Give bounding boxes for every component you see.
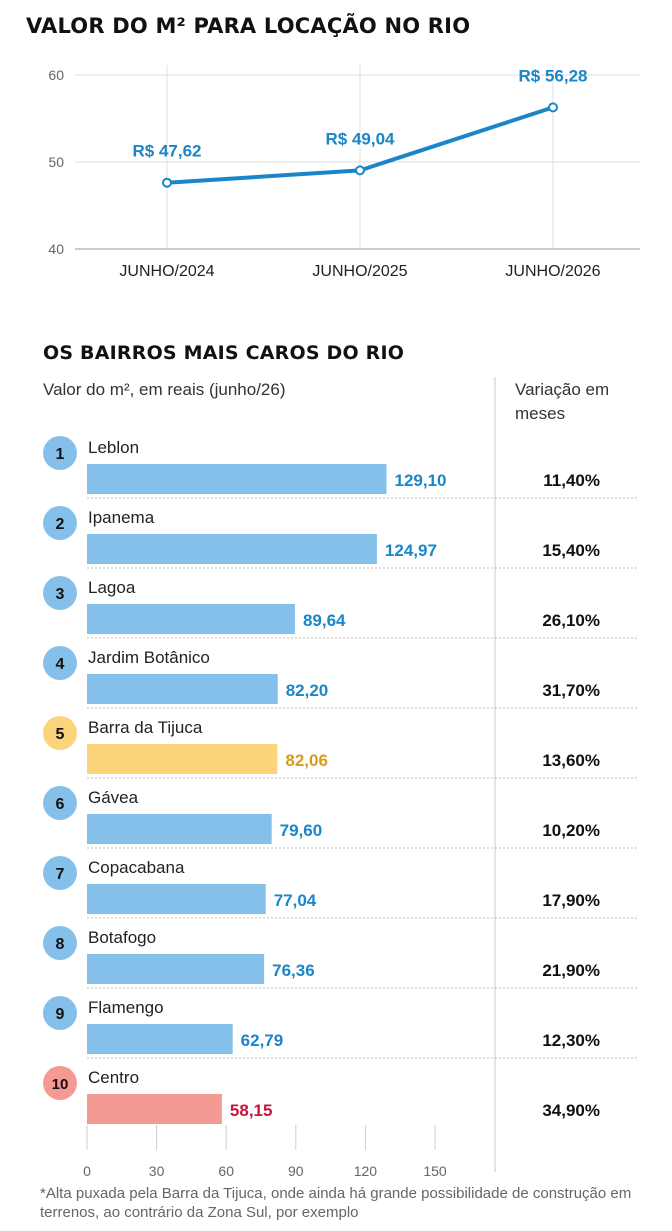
neighborhood-name: Jardim Botânico [88,648,210,667]
rank-circle [43,716,77,750]
x-tick-label: 90 [288,1163,304,1179]
x-tick-label: JUNHO/2025 [312,263,407,280]
variation-value: 11,40% [543,471,600,490]
rank-circle [43,996,77,1030]
variation-value: 34,90% [542,1101,600,1120]
x-tick-label: 150 [423,1163,447,1179]
variation-value: 31,70% [542,681,600,700]
x-tick-label: JUNHO/2026 [505,263,600,280]
neighborhood-name: Flamengo [88,998,164,1017]
value-label: 77,04 [274,891,317,910]
data-label: R$ 47,62 [133,142,202,161]
variation-value: 10,20% [542,821,600,840]
data-label: R$ 56,28 [519,66,588,85]
data-point [548,102,558,113]
variation-value: 17,90% [542,891,600,910]
value-label: 79,60 [280,821,323,840]
bar [87,464,387,494]
neighborhood-name: Leblon [88,438,139,457]
rank-circle [43,506,77,540]
variation-value: 26,10% [542,611,600,630]
x-tick-label: JUNHO/2024 [119,263,214,280]
rank-number: 6 [56,796,65,813]
rank-number: 9 [56,1006,65,1023]
rank-circle [43,856,77,890]
y-tick-label: 50 [48,154,64,170]
neighborhood-name: Botafogo [88,928,156,947]
variation-value: 13,60% [542,751,600,770]
bar [87,954,265,984]
bar-chart-title: OS BAIRROS MAIS CAROS DO RIO [43,342,405,364]
line-chart: 40 50 60 R$ 47,62 JUNHO/2024 R$ 49,04 JUNHO/20… [48,65,640,280]
rank-number: 3 [56,586,65,603]
bar-chart-subtitle: Valor do m², em reais (junho/26) [43,380,286,399]
bar [87,744,278,774]
value-label: 58,15 [230,1101,273,1120]
rank-circle [43,786,77,820]
neighborhood-name: Gávea [88,788,139,807]
x-tick-label: 0 [83,1163,91,1179]
bar [87,674,278,704]
bar [87,1024,233,1054]
value-label: 129,10 [395,471,447,490]
value-label: 82,06 [285,751,328,770]
x-tick-label: 30 [149,1163,165,1179]
rank-number: 10 [52,1076,69,1093]
value-label: 82,20 [286,681,329,700]
y-tick-label: 60 [48,67,64,83]
data-point [355,165,365,176]
rank-number: 8 [56,936,65,953]
variation-header: Variação em meses [515,380,610,423]
neighborhood-name: Ipanema [88,508,155,527]
value-label: 124,97 [385,541,437,560]
bar [87,814,272,844]
variation-value: 15,40% [542,541,600,560]
bar [87,1094,222,1124]
value-label: 89,64 [303,611,346,630]
bar [87,884,266,914]
footnote: *Alta puxada pela Barra da Tijuca, onde … [40,1185,632,1221]
neighborhood-name: Barra da Tijuca [88,718,203,737]
rank-number: 7 [56,866,65,883]
value-label: 62,79 [241,1031,284,1050]
rank-circle [43,576,77,610]
rank-number: 4 [56,656,65,673]
x-tick-label: 120 [354,1163,378,1179]
x-tick-label: 60 [218,1163,234,1179]
value-label: 76,36 [272,961,315,980]
data-point [162,177,172,188]
neighborhood-name: Copacabana [88,858,185,877]
neighborhood-name: Centro [88,1068,139,1087]
variation-value: 21,90% [542,961,600,980]
rank-number: 2 [56,516,65,533]
rank-circle [43,436,77,470]
bar [87,604,295,634]
rank-number: 5 [56,726,65,743]
rank-circle [43,646,77,680]
y-tick-label: 40 [48,241,64,257]
variation-value: 12,30% [542,1031,600,1050]
rank-number: 1 [56,446,65,463]
bar [87,534,377,564]
data-label: R$ 49,04 [326,129,396,148]
rank-circle [43,926,77,960]
rank-circle [43,1066,77,1100]
neighborhood-name: Lagoa [88,578,136,597]
line-chart-title: VALOR DO M² PARA LOCAÇÃO NO RIO [26,14,471,38]
